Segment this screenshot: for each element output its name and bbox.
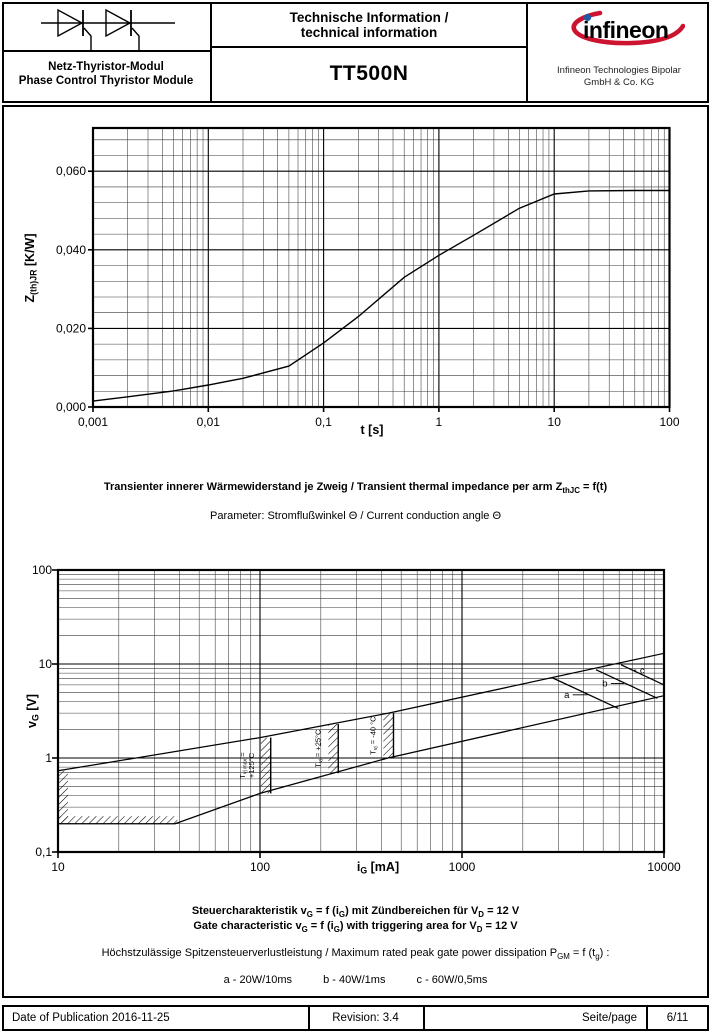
svg-text:1000: 1000 [449,860,476,874]
logo-swoosh-icon [571,10,685,46]
content-box [2,105,709,998]
chart2-title-de: Steuercharakteristik vG = f (iG) mit Zün… [191,905,520,920]
svg-text:100: 100 [659,415,679,429]
triggering-hatch-edge [58,770,68,824]
min-trigger-bar [260,737,271,794]
series-lower-gate-boundary [58,695,665,825]
svg-text:0,020: 0,020 [56,321,86,335]
product-type-de: Netz-Thyristor-Modul [48,61,164,73]
zth-chart: 0,001 0,01 0,1 1 10 100 0,000 0,020 0,040 0,060 t … [23,126,680,437]
svg-text:0,1: 0,1 [315,415,332,429]
thyristor-symbols-icon [41,8,175,50]
footer-divider-2 [423,1005,425,1031]
svg-text:10000: 10000 [647,860,681,874]
legend-c: c - 60W/0,5ms [416,974,488,986]
svg-text:10: 10 [51,860,65,874]
product-type-en: Phase Control Thyristor Module [18,75,194,87]
series-power-line-c-60W [620,664,665,686]
legend-a: a - 20W/10ms [223,974,293,986]
part-number: TT500N [329,62,409,85]
company-line1: Infineon Technologies Bipolar [557,65,681,76]
header-divider-2 [526,2,528,103]
logo-wordmark: infineon [583,17,668,43]
doc-title-de: Technische Information / [289,10,449,25]
page-number: 6/11 [666,1012,689,1024]
temperature-label: Tvj = +25°C [313,729,324,768]
legend-b: b - 40W/1ms [323,974,386,986]
power-legend: a - 20W/10ms b - 40W/1ms c - 60W/0,5ms [3,973,708,987]
svg-text:10: 10 [548,415,562,429]
temperature-label: Tvj max = [238,752,249,779]
series-power-line-a-20W [552,677,619,709]
footer-divider-3 [646,1005,648,1031]
svg-text:0,1: 0,1 [35,845,52,859]
svg-text:0,060: 0,060 [56,164,86,178]
svg-text:10: 10 [39,657,53,671]
series-power-line-b-40W [595,669,658,699]
header-divider-1 [210,2,212,103]
svg-text:100: 100 [250,860,270,874]
chart1-parameter: Parameter: Stromflußwinkel Θ / Current c… [209,510,501,522]
header-mid-divider [212,46,526,48]
svg-text:0,01: 0,01 [197,415,221,429]
svg-text:0,000: 0,000 [56,400,86,414]
footer-divider-1 [308,1005,310,1031]
doc-title: Technische Information / technical infor… [212,10,526,40]
svg-text:0,040: 0,040 [56,243,86,257]
power-line-label: a [564,690,570,701]
min-trigger-bar [383,713,394,758]
infineon-logo: infineon [571,10,685,46]
chart2-title-en: Gate characteristic vG = f (iG) with tri… [193,920,518,935]
min-trigger-bar [328,723,339,774]
revision: Revision: 3.4 [332,1012,399,1024]
svg-text:0,001: 0,001 [78,415,108,429]
series-upper-gate-boundary [57,652,665,772]
gate-chart: Tvj max = +125°C Tvj = +25°C Tvj = -40 °C a b… [25,563,681,875]
triggering-hatch-edge [58,816,178,824]
svg-text:iG [mA]: iG [mA] [357,860,399,875]
zth-curve [92,189,670,402]
chart2-note: Höchstzulässige Spitzensteuerverlustleis… [101,947,610,962]
header-left-divider [2,50,210,52]
publication-date: Date of Publication 2016-11-25 [12,1012,170,1024]
svg-text:vG [V]: vG [V] [25,694,40,728]
logo-i-dot-icon [583,13,592,22]
temperature-label: Tvj = -40 °C [368,716,379,755]
company-name: Infineon Technologies Bipolar GmbH & Co.… [530,65,708,89]
svg-text:t [s]: t [s] [361,423,384,437]
doc-title-en: technical information [300,25,438,40]
svg-text:Z(th)JR [K/W]: Z(th)JR [K/W] [23,233,38,302]
temperature-label: +125°C [247,752,256,778]
svg-text:1: 1 [45,751,52,765]
svg-text:1: 1 [436,415,443,429]
header-box [2,2,709,103]
product-type: Netz-Thyristor-Modul Phase Control Thyri… [2,60,210,88]
page-label: Seite/page [582,1012,637,1024]
company-line2: GmbH & Co. KG [583,77,655,88]
footer-box [2,1005,709,1031]
power-line-label: c [640,665,645,676]
power-line-label: b [602,679,607,690]
chart1-title: Transienter innerer Wärmewiderstand je Z… [103,481,608,496]
svg-text:100: 100 [32,563,52,577]
